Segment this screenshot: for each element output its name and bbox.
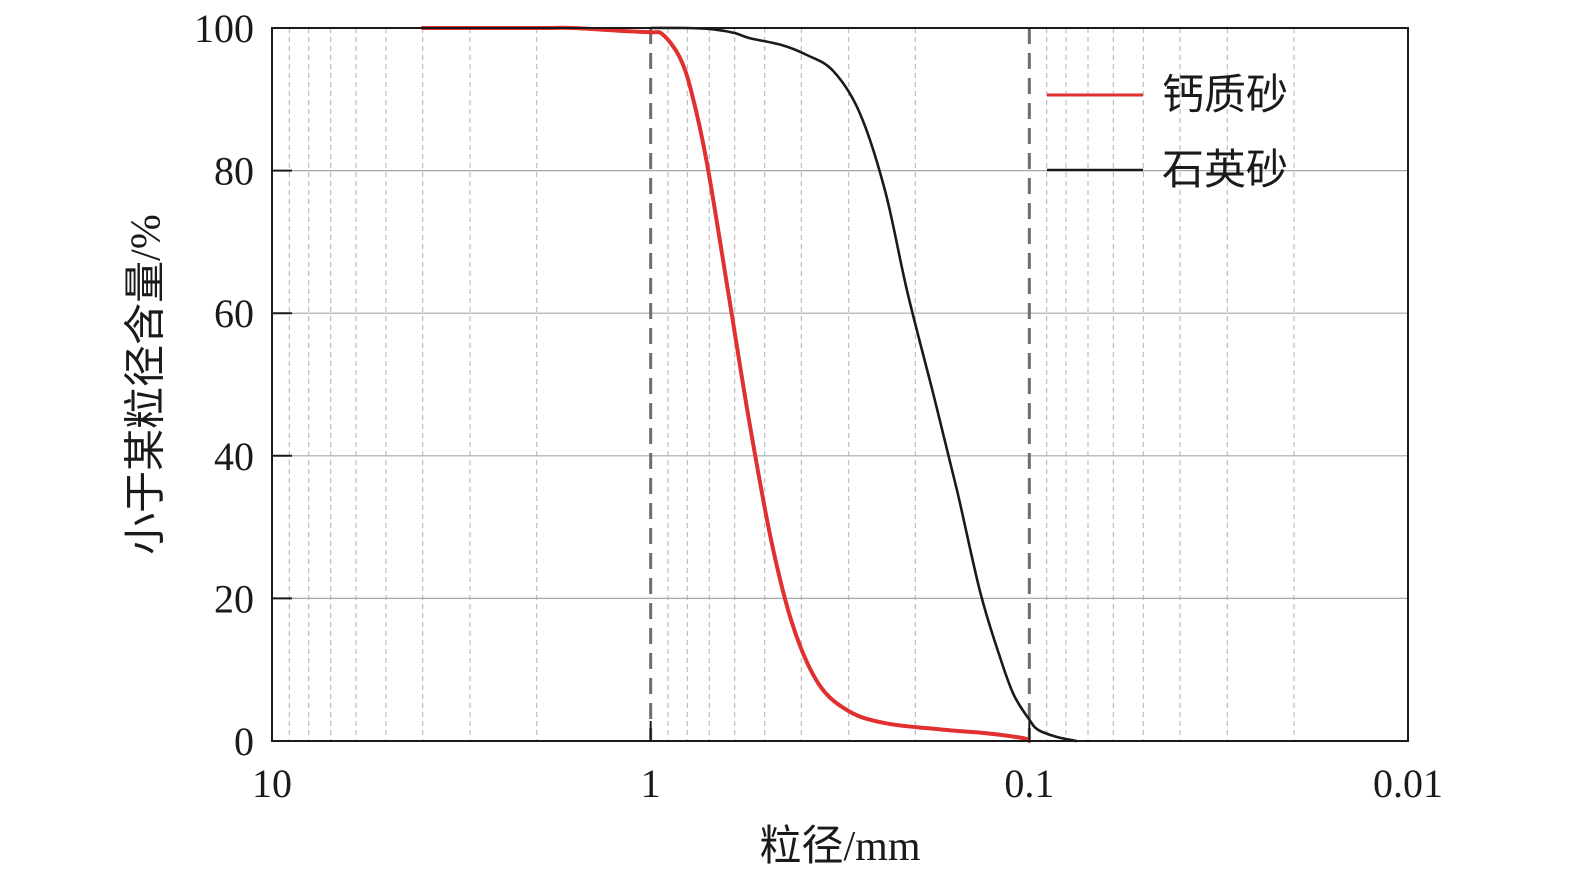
legend-item-quartz-sand: 石英砂 <box>1047 148 1288 194</box>
legend-label-calcareous-sand: 钙质砂 <box>1162 73 1288 119</box>
series-line-0 <box>420 25 1032 743</box>
y-tick-label: 60 <box>214 291 254 336</box>
x-tick-label: 1 <box>641 761 661 806</box>
major-grid <box>272 170 1408 600</box>
minor-grid <box>288 28 1295 741</box>
x-tick-label: 0.1 <box>1004 761 1054 806</box>
x-tick-label: 10 <box>252 761 292 806</box>
y-tick-label: 100 <box>194 6 254 51</box>
legend-label-quartz-sand: 石英砂 <box>1162 148 1288 194</box>
x-tick-labels: 10 1 0.1 0.01 <box>252 761 1443 806</box>
y-axis-title: 小于某粒径含量/% <box>124 214 170 555</box>
plot-frame <box>271 27 1409 742</box>
series-layer <box>420 25 1078 743</box>
x-axis-title: 粒径/mm <box>759 824 920 870</box>
legend-item-calcareous-sand: 钙质砂 <box>1047 73 1288 119</box>
y-tick-label: 0 <box>234 719 254 764</box>
legend: 钙质砂 石英砂 <box>1047 73 1288 194</box>
axis-ticks <box>271 27 1409 742</box>
x-tick-label: 0.01 <box>1373 761 1443 806</box>
y-tick-labels: 0 20 40 60 80 100 <box>194 6 254 764</box>
reference-lines <box>649 28 1031 741</box>
y-tick-label: 20 <box>214 576 254 621</box>
y-tick-label: 80 <box>214 149 254 194</box>
y-tick-label: 40 <box>214 434 254 479</box>
series-line-1 <box>649 26 1078 743</box>
